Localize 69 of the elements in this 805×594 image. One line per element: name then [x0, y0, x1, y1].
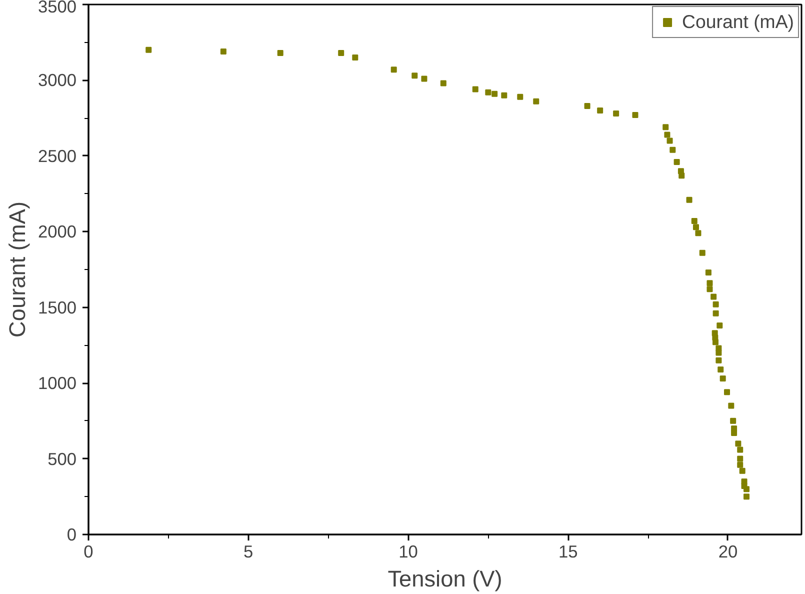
point — [712, 339, 718, 346]
point — [146, 46, 152, 53]
point — [664, 132, 670, 138]
point — [706, 286, 713, 292]
point — [737, 462, 744, 468]
y-tick-label: 2000 — [38, 222, 77, 242]
point — [533, 98, 540, 104]
y-tick-label: 500 — [48, 448, 77, 469]
point — [712, 301, 719, 308]
point — [699, 250, 706, 256]
point — [584, 102, 590, 109]
point — [220, 48, 226, 54]
point — [744, 486, 750, 492]
y-tick-label: 1500 — [38, 297, 77, 318]
point — [720, 376, 726, 382]
point — [695, 230, 702, 236]
point — [716, 322, 723, 329]
point — [735, 440, 742, 447]
point — [718, 366, 724, 372]
point — [440, 80, 446, 86]
point — [686, 196, 692, 203]
point — [731, 430, 738, 436]
point — [712, 310, 719, 316]
point — [666, 138, 673, 144]
point — [501, 92, 508, 98]
point — [739, 468, 746, 474]
x-tick-label: 10 — [398, 542, 418, 562]
point — [716, 357, 722, 364]
point — [730, 418, 736, 424]
x-tick-label: 15 — [558, 542, 578, 562]
point — [421, 76, 428, 82]
point — [692, 224, 699, 230]
y-tick-label: 1000 — [38, 373, 77, 394]
point — [390, 66, 397, 73]
point — [492, 90, 498, 97]
x-tick-label: 20 — [718, 542, 738, 562]
point — [678, 172, 685, 179]
point — [597, 108, 604, 114]
point — [737, 446, 744, 453]
y-tick-label: 0 — [66, 524, 77, 544]
point — [485, 89, 492, 96]
point — [517, 94, 524, 100]
x-axis-title: Tension (V) — [388, 566, 502, 592]
y-tick-label: 2500 — [38, 146, 77, 166]
point — [277, 50, 284, 56]
point — [674, 158, 680, 165]
point — [716, 350, 722, 356]
point — [613, 110, 620, 117]
point — [705, 270, 712, 276]
y-axis-title: Courant (mA) — [4, 202, 30, 338]
point — [670, 146, 676, 153]
point — [744, 494, 750, 500]
point — [737, 456, 744, 462]
point — [412, 72, 418, 79]
point — [706, 280, 713, 286]
point — [691, 218, 698, 224]
point — [662, 124, 669, 130]
point — [632, 112, 638, 118]
x-tick-label: 0 — [84, 542, 94, 562]
x-tick-label: 5 — [244, 542, 254, 562]
legend-label: Courant (mA) — [682, 11, 794, 33]
y-tick-label: 3500 — [38, 0, 77, 16]
point — [710, 294, 717, 300]
point — [724, 389, 730, 396]
point — [352, 54, 358, 60]
point — [338, 50, 344, 56]
point — [472, 86, 478, 92]
point — [728, 402, 734, 409]
y-tick-label: 3000 — [38, 70, 77, 90]
